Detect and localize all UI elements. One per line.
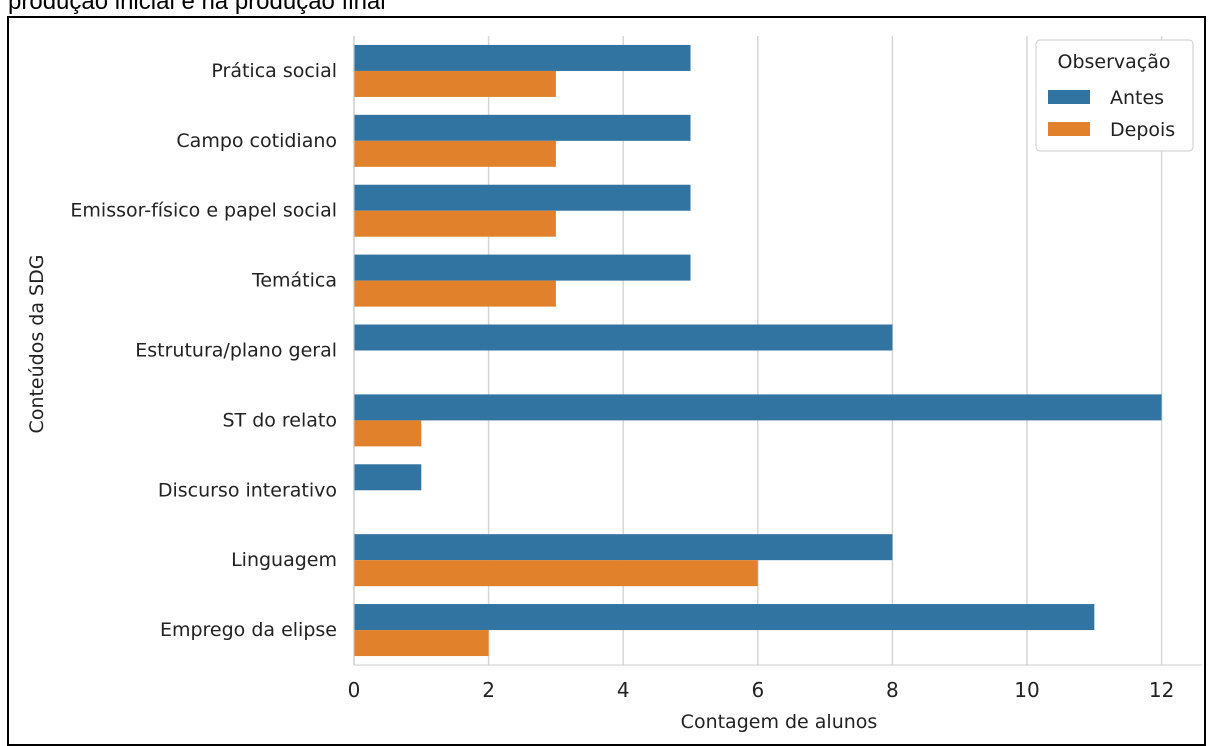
bar-depois-5 [354,420,422,447]
y-tick-label: ST do relato [222,409,337,431]
y-tick-label: Discurso interativo [158,479,337,501]
bar-antes-2 [354,184,691,211]
bar-antes-7 [354,534,893,561]
y-tick-label: Estrutura/plano geral [135,340,337,362]
bar-antes-5 [354,394,1162,421]
legend-swatch-antes [1048,90,1090,104]
legend: Observação Antes Depois [1035,39,1194,152]
x-tick-label: 0 [348,678,361,702]
bar-antes-0 [354,44,691,71]
bar-antes-4 [354,324,893,351]
bar-depois-8 [354,630,489,657]
x-tick-label: 2 [482,678,495,702]
bar-antes-8 [354,604,1095,631]
y-tick-label: Emissor-físico e papel social [70,200,337,222]
chart-caption: produção inicial e na produção final [8,0,386,15]
x-tick-label: 10 [1014,678,1039,702]
bar-depois-3 [354,280,556,307]
legend-title: Observação [1057,51,1170,73]
bar-antes-1 [354,114,691,141]
x-tick-label: 8 [886,678,899,702]
x-tick-label: 6 [751,678,764,702]
axes: 0 2 4 6 8 10 12 Prática social Campo cotidiano Em… [70,36,1202,702]
bar-antes-6 [354,464,422,491]
y-axis-label: Conteúdos da SDG [26,255,48,434]
bar-depois-0 [354,70,556,97]
bar-antes-3 [354,254,691,281]
y-tick-label: Linguagem [231,549,337,571]
bar-depois-7 [354,560,758,587]
x-tick-label: 4 [617,678,630,702]
x-tick-label: 12 [1149,678,1174,702]
bar-depois-1 [354,140,556,167]
legend-label-antes: Antes [1110,87,1164,109]
legend-label-depois: Depois [1110,119,1175,141]
bar-depois-2 [354,210,556,237]
y-tick-label: Emprego da elipse [160,619,337,641]
y-tick-label: Campo cotidiano [176,130,337,152]
legend-swatch-depois [1048,122,1090,136]
y-tick-label: Prática social [211,60,337,82]
x-axis-label: Contagem de alunos [681,711,878,733]
y-tick-label: Temática [251,270,337,292]
bars [354,44,1162,657]
